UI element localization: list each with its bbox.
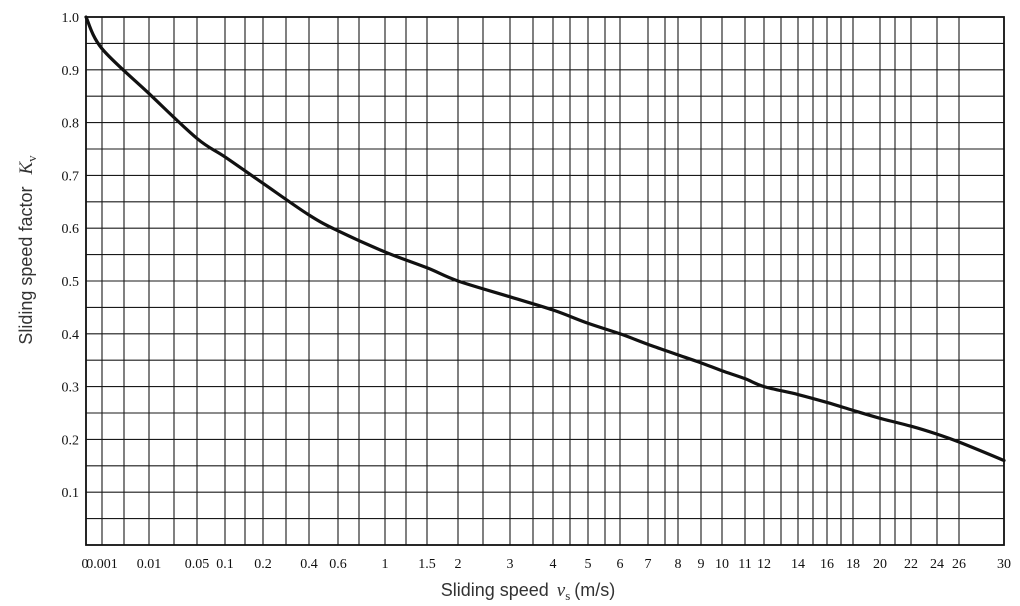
curve-layer bbox=[84, 15, 1006, 463]
x-tick-label: 0.001 bbox=[86, 557, 118, 572]
x-tick-label: 0.01 bbox=[137, 557, 162, 572]
x-axis-symbol: v bbox=[557, 580, 566, 601]
x-tick-label: 2 bbox=[455, 557, 462, 572]
x-tick-label: 9 bbox=[698, 557, 705, 572]
x-tick-label: 1.5 bbox=[418, 557, 436, 572]
x-tick-label: 1 bbox=[382, 557, 389, 572]
y-tick-label: 1.0 bbox=[62, 11, 80, 26]
y-axis-subscript: v bbox=[24, 155, 39, 162]
x-tick-label: 24 bbox=[930, 557, 944, 572]
y-tick-label: 0.5 bbox=[62, 275, 80, 290]
y-tick-label: 0.2 bbox=[62, 433, 80, 448]
y-tick-label: 0.8 bbox=[62, 117, 80, 132]
x-tick-label: 3 bbox=[507, 557, 514, 572]
x-tick-label: 14 bbox=[791, 557, 805, 572]
x-tick-label: 18 bbox=[846, 557, 860, 572]
x-tick-label: 0.1 bbox=[216, 557, 234, 572]
y-axis-title: Sliding speed factor Kv bbox=[16, 155, 39, 345]
y-tick-label: 0.9 bbox=[62, 64, 80, 79]
x-tick-label: 11 bbox=[738, 557, 751, 572]
x-tick-labels: 00.001 0.01 0.05 0.1 0.2 0.4 0.6 1 1.5 2 3 4 5 6 7 8 9 10… bbox=[82, 557, 1012, 572]
y-tick-label: 0.4 bbox=[62, 328, 80, 343]
y-tick-label: 0.1 bbox=[62, 486, 80, 501]
y-tick-labels: 0.1 0.2 0.3 0.4 0.5 0.6 0.7 0.8 0.9 1.0 bbox=[62, 11, 80, 501]
x-axis-title: Sliding speed vs (m/s) bbox=[441, 580, 616, 603]
x-tick-label: 0 bbox=[82, 557, 89, 572]
x-tick-label: 10 bbox=[715, 557, 729, 572]
plot-frame bbox=[85, 16, 1005, 546]
x-tick-label: 16 bbox=[820, 557, 834, 572]
y-axis-label-text: Sliding speed factor bbox=[16, 187, 36, 345]
x-tick-label: 4 bbox=[550, 557, 557, 572]
y-axis-symbol: K bbox=[16, 161, 37, 176]
x-tick-label: 6 bbox=[617, 557, 624, 572]
x-tick-label: 26 bbox=[952, 557, 966, 572]
x-tick-label: 12 bbox=[757, 557, 771, 572]
x-axis-label-text: Sliding speed bbox=[441, 580, 549, 600]
y-tick-label: 0.7 bbox=[62, 169, 80, 184]
x-tick-label: 20 bbox=[873, 557, 887, 572]
x-tick-label: 0.6 bbox=[329, 557, 347, 572]
x-tick-label: 7 bbox=[645, 557, 652, 572]
x-tick-label: 0.05 bbox=[185, 557, 210, 572]
y-tick-label: 0.6 bbox=[62, 222, 80, 237]
x-tick-label: 30 bbox=[997, 557, 1011, 572]
x-tick-label: 0.2 bbox=[254, 557, 272, 572]
x-tick-label: 0.4 bbox=[300, 557, 318, 572]
x-axis-subscript: s bbox=[565, 588, 570, 603]
x-axis-unit: (m/s) bbox=[574, 580, 615, 600]
kv-curve bbox=[84, 15, 1006, 463]
x-tick-label: 5 bbox=[585, 557, 592, 572]
x-tick-label: 8 bbox=[675, 557, 682, 572]
y-tick-label: 0.3 bbox=[62, 381, 80, 396]
grid bbox=[85, 17, 1005, 545]
x-tick-label: 22 bbox=[904, 557, 918, 572]
